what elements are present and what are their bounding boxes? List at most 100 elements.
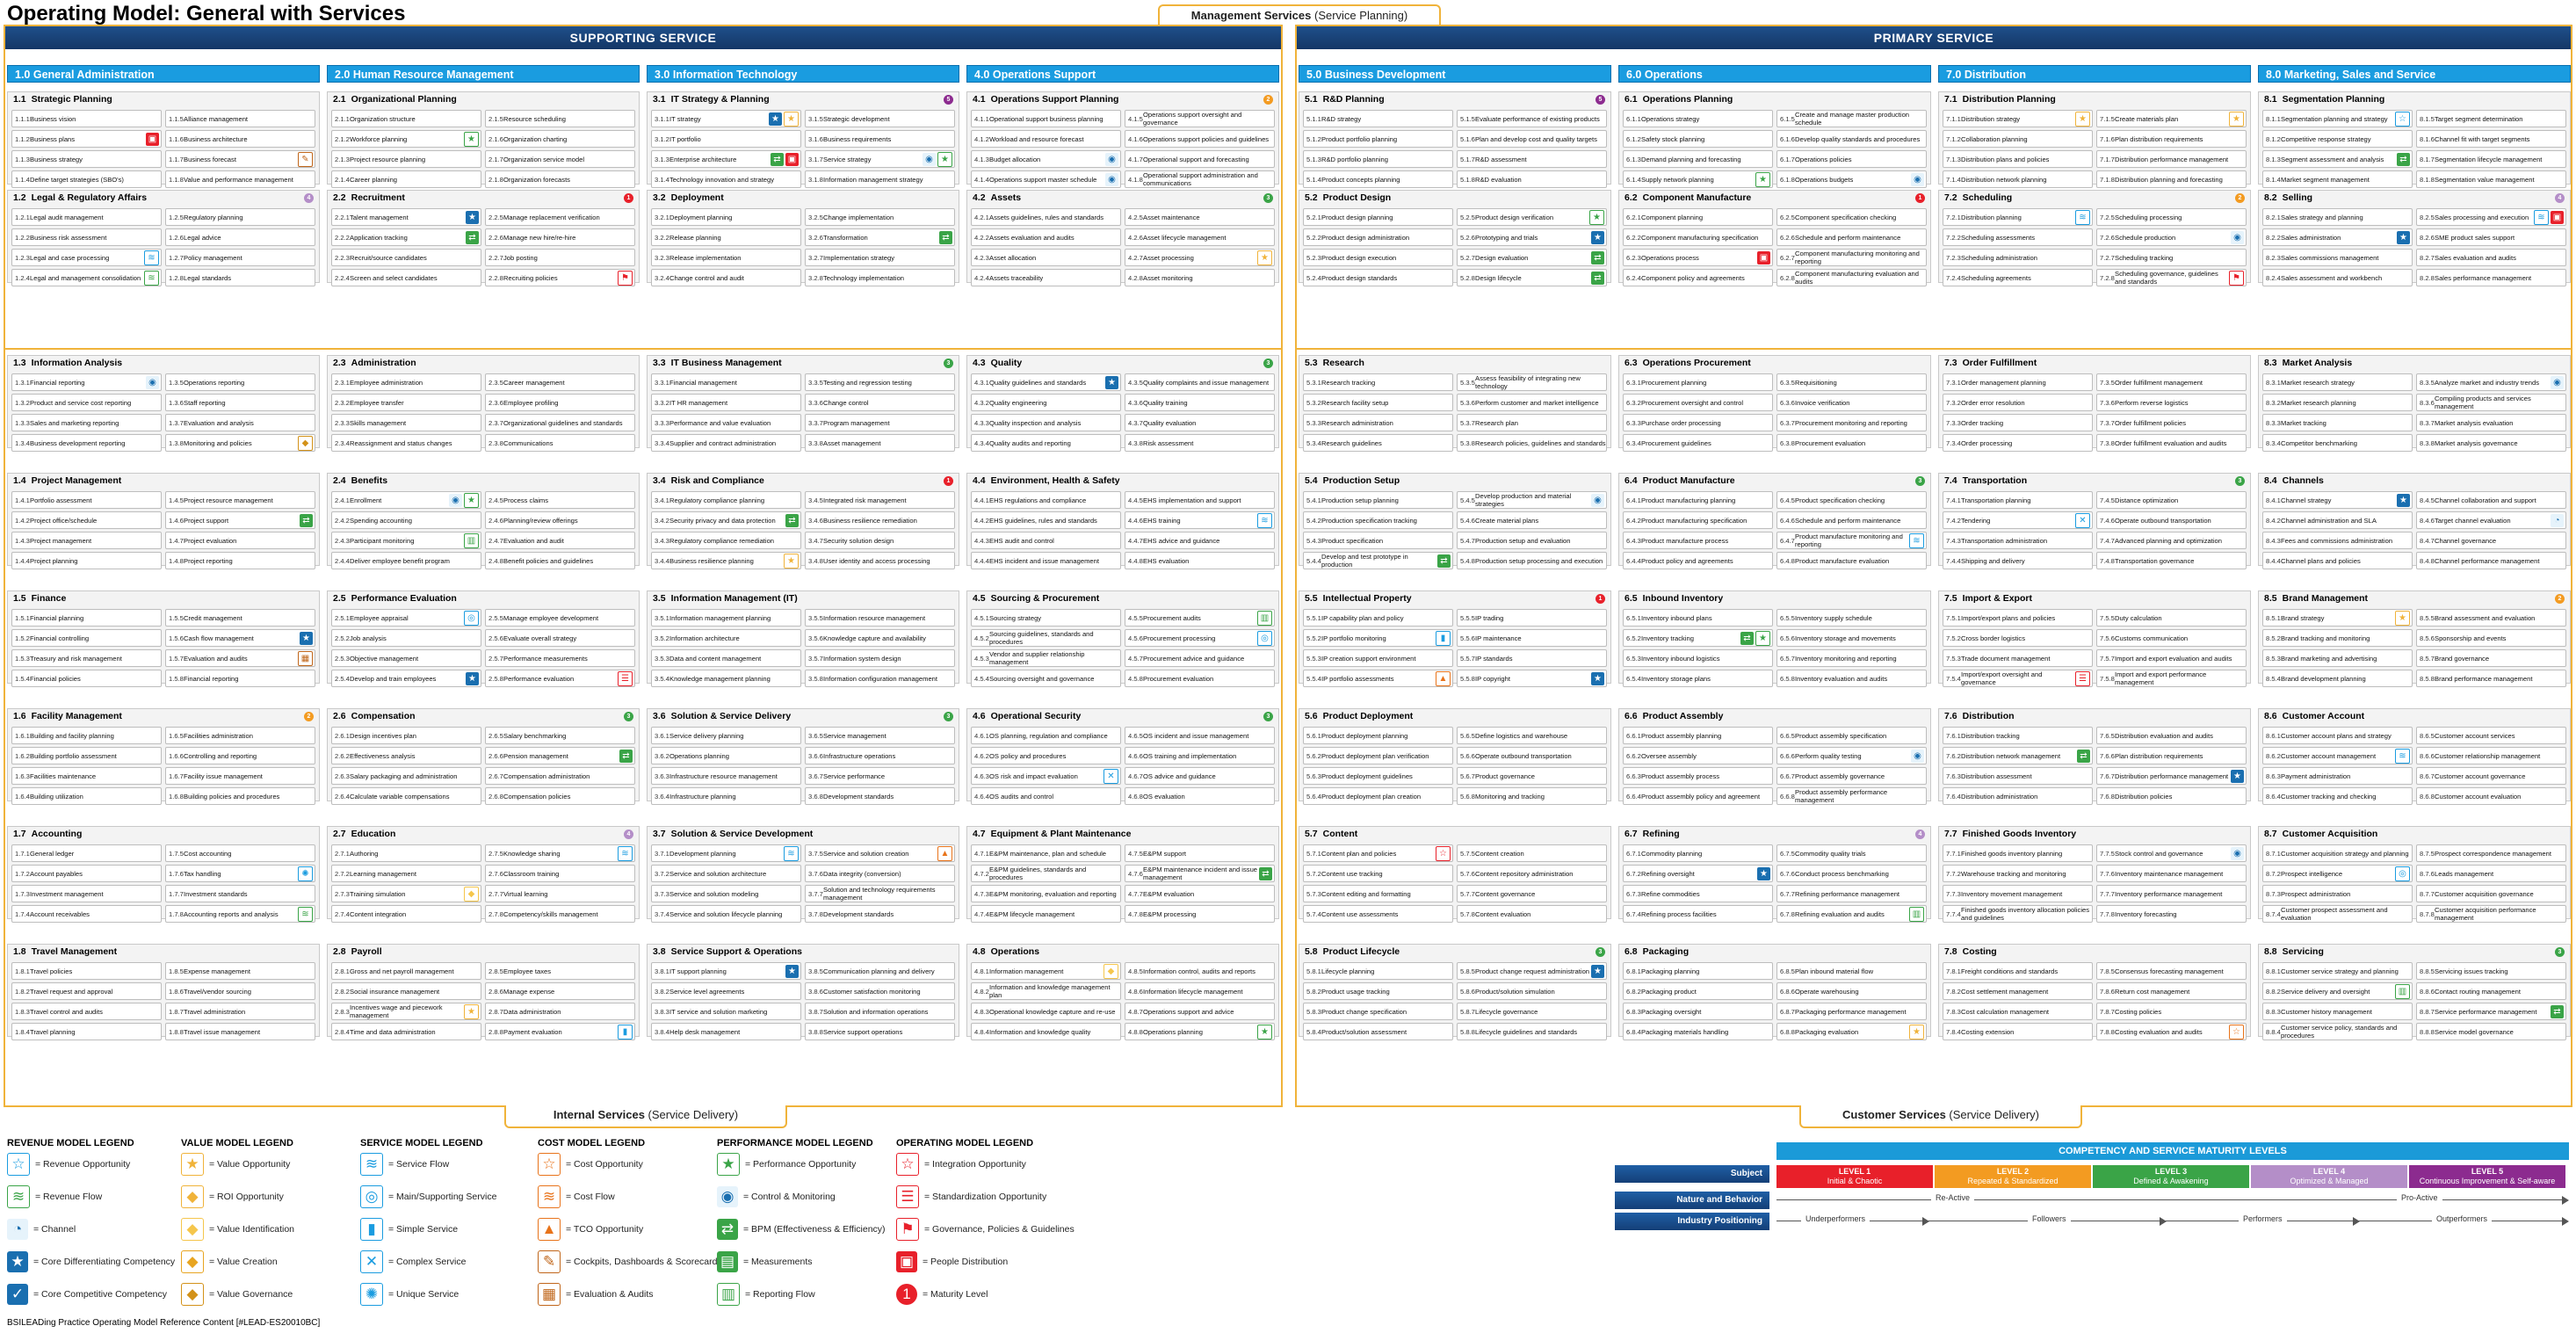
capability-item[interactable]: 1.3.3 Sales and marketing reporting bbox=[11, 414, 162, 431]
capability-item[interactable]: 3.8.5 Communication planning and delivery bbox=[805, 962, 955, 980]
capability-item[interactable]: 6.4.6 Schedule and perform maintenance bbox=[1776, 511, 1927, 529]
capability-item[interactable]: 3.1.7 Service strategy ◉ ★ bbox=[805, 150, 955, 168]
capability-item[interactable]: 5.8.7 Lifecycle governance bbox=[1457, 1003, 1607, 1020]
capability-item[interactable]: 6.7.1 Commodity planning bbox=[1623, 844, 1773, 862]
capability-item[interactable]: 2.2.3 Recruit/source candidates bbox=[331, 249, 481, 266]
capability-item[interactable]: 5.6.8 Monitoring and tracking bbox=[1457, 787, 1607, 805]
capability-item[interactable]: 1.2.7 Policy management bbox=[165, 249, 315, 266]
capability-item[interactable]: 6.2.1 Component planning bbox=[1623, 208, 1773, 226]
capability-item[interactable]: 7.8.2 Cost settlement management bbox=[1943, 982, 2093, 1000]
capability-item[interactable]: 1.2.1 Legal audit management bbox=[11, 208, 162, 226]
capability-item[interactable]: 2.3.2 Employee transfer bbox=[331, 394, 481, 411]
capability-item[interactable]: 3.8.2 Service level agreements bbox=[651, 982, 801, 1000]
capability-item[interactable]: 8.8.4 Customer service policy, standards … bbox=[2262, 1023, 2413, 1040]
capability-item[interactable]: 8.4.8 Channel performance management bbox=[2416, 552, 2566, 569]
capability-item[interactable]: 2.3.3 Skills management bbox=[331, 414, 481, 431]
capability-item[interactable]: 3.3.2 IT HR management bbox=[651, 394, 801, 411]
capability-item[interactable]: 2.8.3 Incentives wage and piecework manag… bbox=[331, 1003, 481, 1020]
capability-item[interactable]: 6.2.4 Component policy and agreements bbox=[1623, 269, 1773, 286]
capability-item[interactable]: 3.6.1 Service delivery planning bbox=[651, 727, 801, 744]
capability-item[interactable]: 2.7.3 Training simulation ◆ bbox=[331, 885, 481, 902]
capability-item[interactable]: 7.3.8 Order fulfillment evaluation and au… bbox=[2096, 434, 2247, 452]
capability-item[interactable]: 6.6.1 Product assembly planning bbox=[1623, 727, 1773, 744]
capability-item[interactable]: 5.7.3 Content editing and formatting bbox=[1303, 885, 1453, 902]
capability-item[interactable]: 2.8.5 Employee taxes bbox=[485, 962, 635, 980]
capability-item[interactable]: 5.6.1 Product deployment planning bbox=[1303, 727, 1453, 744]
capability-item[interactable]: 3.7.4 Service and solution lifecycle plan… bbox=[651, 905, 801, 923]
capability-item[interactable]: 1.1.5 Alliance management bbox=[165, 110, 315, 127]
capability-item[interactable]: 2.1.2 Workforce planning ★ bbox=[331, 130, 481, 148]
capability-item[interactable]: 2.7.2 Learning management bbox=[331, 865, 481, 882]
capability-item[interactable]: 7.5.3 Trade document management bbox=[1943, 649, 2093, 667]
capability-item[interactable]: 4.6.1 OS planning, regulation and complia… bbox=[971, 727, 1121, 744]
capability-item[interactable]: 2.7.8 Competency/skills management bbox=[485, 905, 635, 923]
capability-item[interactable]: 7.4.7 Advanced planning and optimization bbox=[2096, 532, 2247, 549]
capability-item[interactable]: 4.3.3 Quality inspection and analysis bbox=[971, 414, 1121, 431]
capability-item[interactable]: 5.5.7 IP standards bbox=[1457, 649, 1607, 667]
capability-item[interactable]: 2.3.8 Communications bbox=[485, 434, 635, 452]
capability-item[interactable]: 3.6.4 Infrastructure planning bbox=[651, 787, 801, 805]
capability-item[interactable]: 8.5.3 Brand marketing and advertising bbox=[2262, 649, 2413, 667]
capability-item[interactable]: 2.6.5 Salary benchmarking bbox=[485, 727, 635, 744]
capability-item[interactable]: 6.5.6 Inventory storage and movements bbox=[1776, 629, 1927, 647]
capability-item[interactable]: 1.4.7 Project evaluation bbox=[165, 532, 315, 549]
capability-item[interactable]: 2.1.6 Organization charting bbox=[485, 130, 635, 148]
capability-item[interactable]: 1.2.5 Regulatory planning bbox=[165, 208, 315, 226]
capability-item[interactable]: 8.6.7 Customer account governance bbox=[2416, 767, 2566, 785]
capability-item[interactable]: 1.6.3 Facilities maintenance bbox=[11, 767, 162, 785]
capability-item[interactable]: 5.4.2 Production specification tracking bbox=[1303, 511, 1453, 529]
capability-item[interactable]: 2.3.7 Organizational guidelines and stand… bbox=[485, 414, 635, 431]
capability-item[interactable]: 1.6.8 Building policies and procedures bbox=[165, 787, 315, 805]
capability-item[interactable]: 7.7.5 Stock control and governance ◉ bbox=[2096, 844, 2247, 862]
capability-item[interactable]: 7.7.2 Warehouse tracking and monitoring bbox=[1943, 865, 2093, 882]
capability-item[interactable]: 3.6.8 Development standards bbox=[805, 787, 955, 805]
capability-item[interactable]: 4.7.2 E&PM guidelines, standards and proc… bbox=[971, 865, 1121, 882]
capability-item[interactable]: 2.4.6 Planning/review offerings bbox=[485, 511, 635, 529]
capability-item[interactable]: 4.7.7 E&PM evaluation bbox=[1125, 885, 1275, 902]
capability-item[interactable]: 7.8.8 Costing evaluation and audits ☆ bbox=[2096, 1023, 2247, 1040]
capability-item[interactable]: 4.1.7 Operational support and forecasting bbox=[1125, 150, 1275, 168]
capability-item[interactable]: 6.1.7 Operations policies bbox=[1776, 150, 1927, 168]
capability-item[interactable]: 4.2.1 Assets guidelines, rules and standa… bbox=[971, 208, 1121, 226]
capability-item[interactable]: 6.1.4 Supply network planning ★ bbox=[1623, 170, 1773, 188]
capability-item[interactable]: 3.6.7 Service performance bbox=[805, 767, 955, 785]
capability-item[interactable]: 8.1.2 Competitive response strategy bbox=[2262, 130, 2413, 148]
capability-item[interactable]: 4.5.1 Sourcing strategy bbox=[971, 609, 1121, 627]
capability-item[interactable]: 8.7.6 Leads management bbox=[2416, 865, 2566, 882]
capability-item[interactable]: 6.3.7 Procurement monitoring and reportin… bbox=[1776, 414, 1927, 431]
capability-item[interactable]: 8.2.7 Sales evaluation and audits bbox=[2416, 249, 2566, 266]
capability-item[interactable]: 4.8.2 Information and knowledge managemen… bbox=[971, 982, 1121, 1000]
capability-item[interactable]: 6.4.1 Product manufacturing planning bbox=[1623, 491, 1773, 509]
capability-item[interactable]: 5.4.6 Create material plans bbox=[1457, 511, 1607, 529]
capability-item[interactable]: 1.4.8 Project reporting bbox=[165, 552, 315, 569]
capability-item[interactable]: 3.6.6 Infrastructure operations bbox=[805, 747, 955, 764]
capability-item[interactable]: 2.7.5 Knowledge sharing ≋ bbox=[485, 844, 635, 862]
capability-item[interactable]: 5.5.5 IP trading bbox=[1457, 609, 1607, 627]
capability-item[interactable]: 7.7.3 Inventory movement management bbox=[1943, 885, 2093, 902]
capability-item[interactable]: 3.4.3 Regulatory compliance remediation bbox=[651, 532, 801, 549]
capability-item[interactable]: 4.5.6 Procurement processing ◎ bbox=[1125, 629, 1275, 647]
capability-item[interactable]: 3.5.2 Information architecture bbox=[651, 629, 801, 647]
capability-item[interactable]: 8.6.6 Customer relationship management bbox=[2416, 747, 2566, 764]
capability-item[interactable]: 6.8.7 Packaging performance management bbox=[1776, 1003, 1927, 1020]
capability-item[interactable]: 4.4.8 EHS evaluation bbox=[1125, 552, 1275, 569]
capability-item[interactable]: 7.2.1 Distribution planning ≋ bbox=[1943, 208, 2093, 226]
capability-item[interactable]: 2.6.8 Compensation policies bbox=[485, 787, 635, 805]
capability-item[interactable]: 5.8.5 Product change request administrati… bbox=[1457, 962, 1607, 980]
capability-item[interactable]: 7.6.8 Distribution policies bbox=[2096, 787, 2247, 805]
capability-item[interactable]: 6.2.2 Component manufacturing specificati… bbox=[1623, 228, 1773, 246]
capability-item[interactable]: 7.7.7 Inventory performance management bbox=[2096, 885, 2247, 902]
capability-item[interactable]: 2.2.4 Screen and select candidates bbox=[331, 269, 481, 286]
capability-item[interactable]: 7.6.7 Distribution performance management… bbox=[2096, 767, 2247, 785]
capability-item[interactable]: 6.6.4 Product assembly policy and agreeme… bbox=[1623, 787, 1773, 805]
capability-item[interactable]: 4.6.7 OS advice and guidance bbox=[1125, 767, 1275, 785]
capability-item[interactable]: 3.3.1 Financial management bbox=[651, 373, 801, 391]
capability-item[interactable]: 4.7.8 E&PM processing bbox=[1125, 905, 1275, 923]
capability-item[interactable]: 3.4.7 Security solution design bbox=[805, 532, 955, 549]
capability-item[interactable]: 1.8.7 Travel administration bbox=[165, 1003, 315, 1020]
capability-item[interactable]: 4.7.5 E&PM support bbox=[1125, 844, 1275, 862]
capability-item[interactable]: 7.2.8 Scheduling governance, guidelines a… bbox=[2096, 269, 2247, 286]
capability-item[interactable]: 2.2.2 Application tracking ⇄ bbox=[331, 228, 481, 246]
capability-item[interactable]: 2.3.5 Career management bbox=[485, 373, 635, 391]
capability-item[interactable]: 5.5.8 IP copyright ★ bbox=[1457, 670, 1607, 687]
